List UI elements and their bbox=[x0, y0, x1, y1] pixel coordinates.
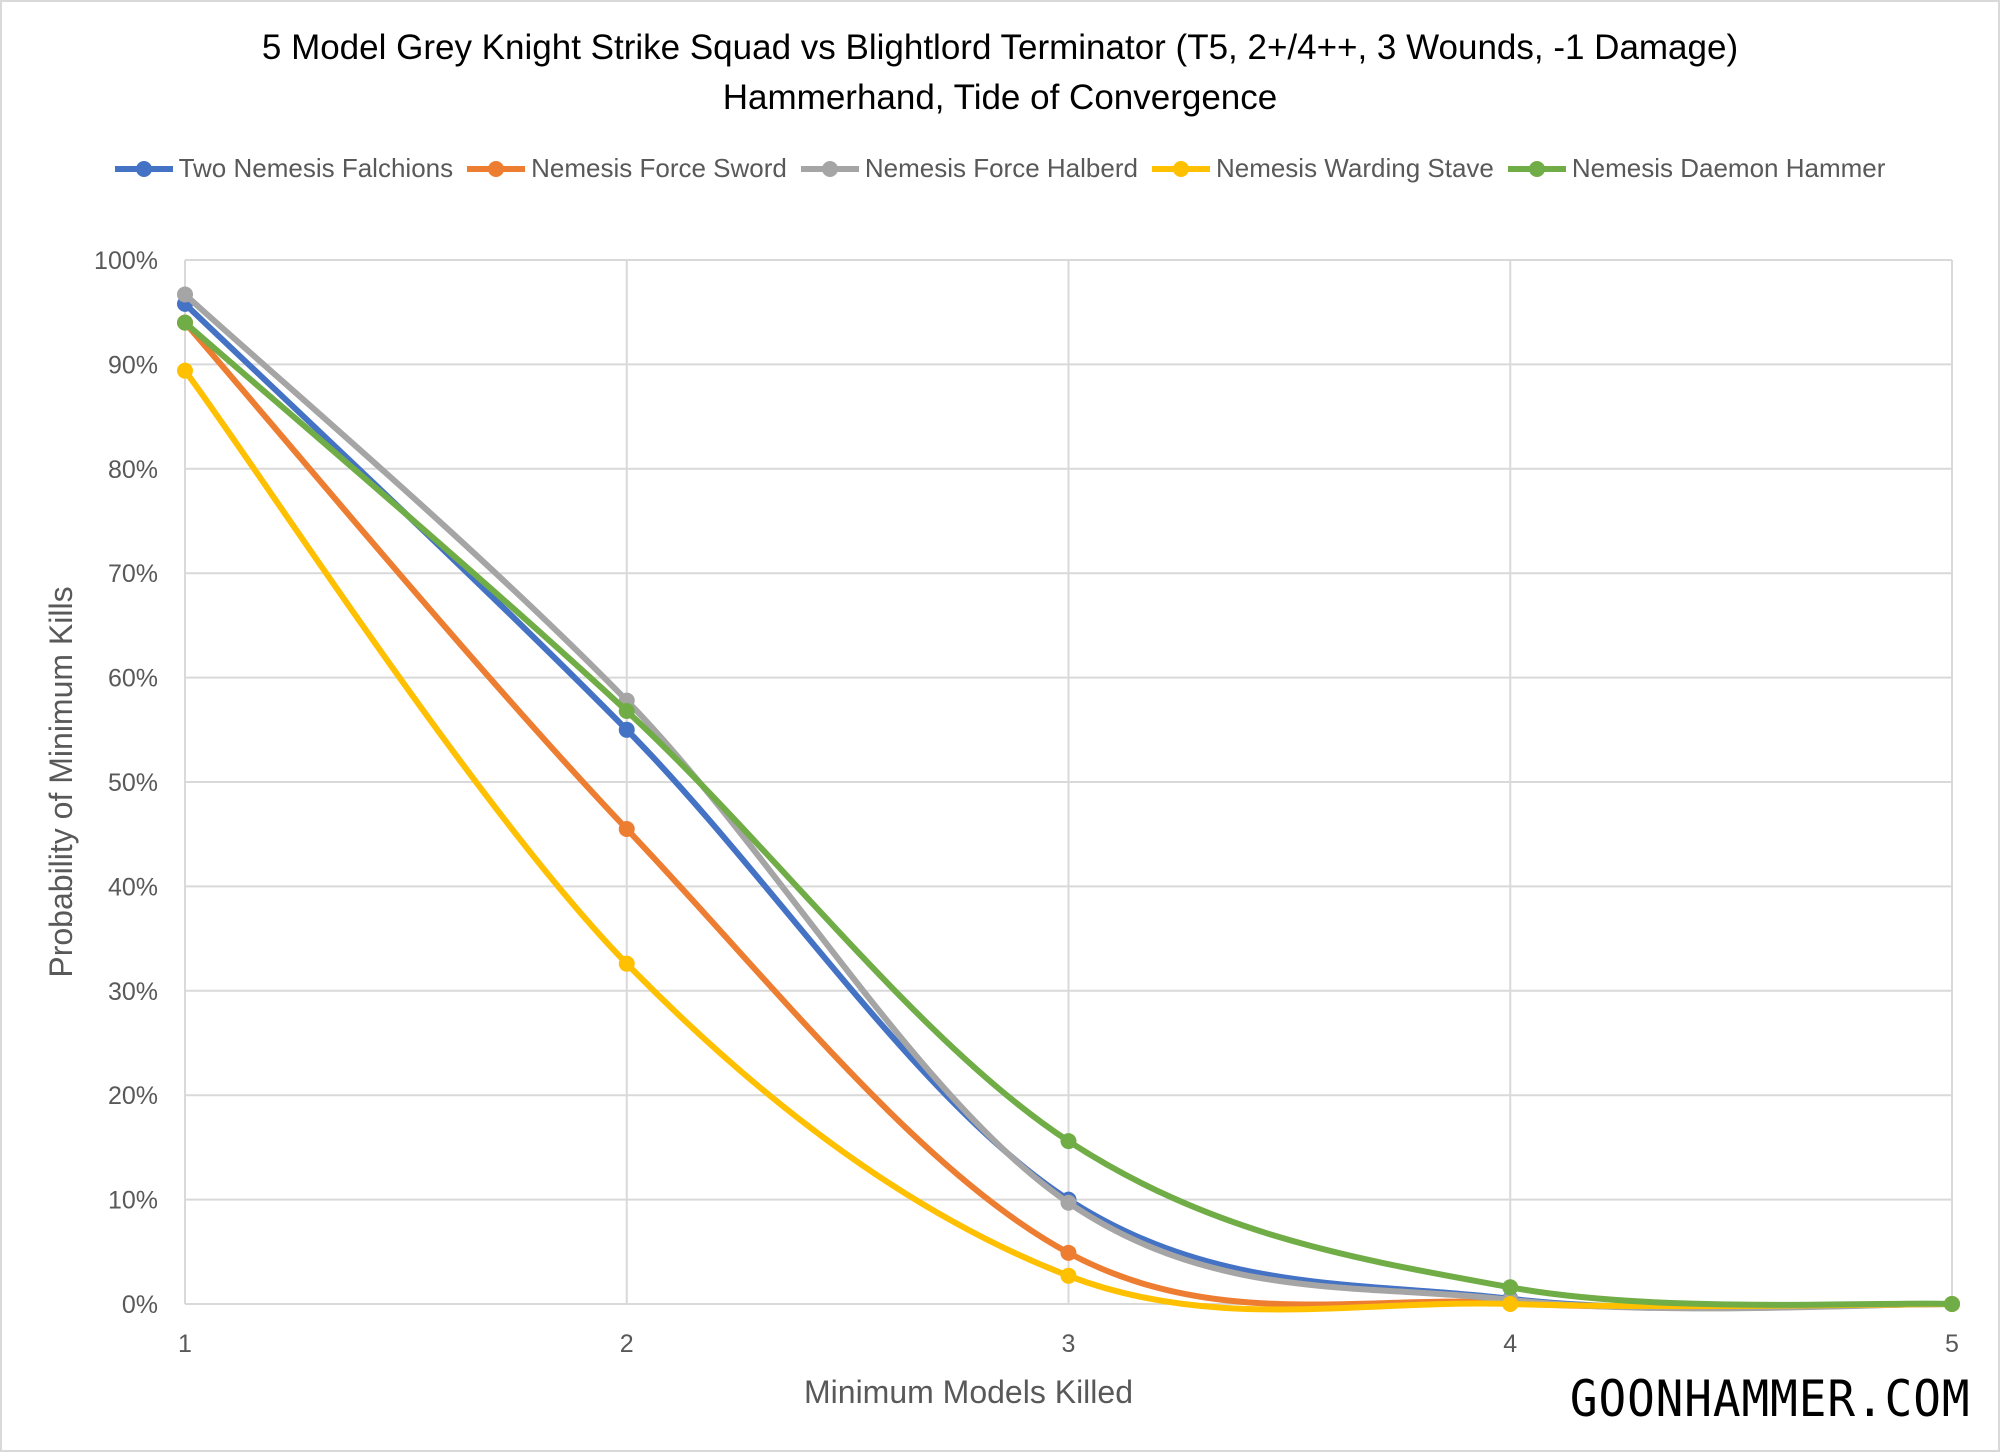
data-point bbox=[177, 314, 193, 331]
data-point bbox=[618, 955, 635, 972]
y-tick-label: 40% bbox=[108, 873, 158, 901]
y-tick-label: 90% bbox=[108, 351, 158, 379]
data-point bbox=[1502, 1296, 1519, 1312]
y-tick-label: 80% bbox=[108, 456, 158, 484]
legend-swatch bbox=[467, 160, 526, 177]
legend-swatch bbox=[1151, 160, 1210, 177]
data-point bbox=[618, 703, 635, 720]
data-point bbox=[1502, 1279, 1519, 1296]
data-point bbox=[1060, 1133, 1077, 1150]
data-point bbox=[618, 820, 635, 837]
data-point bbox=[618, 721, 635, 738]
x-tick-label: 4 bbox=[1503, 1330, 1517, 1358]
legend-item: Two Nemesis Falchions bbox=[114, 153, 454, 184]
goonhammer-logo: GOONHAMMER.COM bbox=[1569, 1370, 1970, 1428]
legend-label: Nemesis Daemon Hammer bbox=[1571, 153, 1886, 183]
legend-label: Nemesis Force Halberd bbox=[864, 153, 1138, 183]
y-tick-label: 0% bbox=[122, 1291, 158, 1319]
legend-item: Nemesis Force Halberd bbox=[800, 153, 1138, 184]
legend-item: Nemesis Warding Stave bbox=[1151, 153, 1494, 184]
data-point bbox=[177, 286, 193, 303]
y-tick-label: 100% bbox=[94, 247, 158, 275]
legend-swatch bbox=[1507, 160, 1566, 177]
y-tick-label: 60% bbox=[108, 665, 158, 693]
data-point bbox=[1944, 1296, 1960, 1312]
data-point bbox=[1060, 1244, 1077, 1261]
y-tick-label: 70% bbox=[108, 560, 158, 588]
legend-item: Nemesis Daemon Hammer bbox=[1507, 153, 1886, 184]
data-point bbox=[1060, 1267, 1077, 1284]
data-point bbox=[1060, 1194, 1077, 1211]
y-tick-label: 10% bbox=[108, 1187, 158, 1215]
x-tick-label: 5 bbox=[1945, 1330, 1959, 1358]
x-tick-label: 3 bbox=[1062, 1330, 1076, 1358]
y-tick-label: 50% bbox=[108, 769, 158, 797]
legend-swatch bbox=[800, 160, 859, 177]
x-axis-label: Minimum Models Killed bbox=[804, 1374, 1133, 1410]
legend-swatch bbox=[114, 160, 173, 177]
x-tick-label: 1 bbox=[178, 1330, 192, 1358]
data-point bbox=[177, 362, 193, 379]
y-axis-label: Probability of Minimum Kills bbox=[43, 586, 79, 977]
y-tick-label: 20% bbox=[108, 1082, 158, 1110]
series-line bbox=[182, 367, 1955, 1313]
legend-item: Nemesis Force Sword bbox=[467, 153, 787, 184]
legend: Two Nemesis Falchions Nemesis Force Sword… bbox=[0, 153, 2000, 184]
legend-label: Nemesis Warding Stave bbox=[1215, 153, 1494, 183]
series-line bbox=[182, 319, 1955, 1308]
legend-label: Two Nemesis Falchions bbox=[178, 153, 454, 183]
chart-subtitle: Hammerhand, Tide of Convergence bbox=[722, 78, 1278, 117]
x-tick-label: 2 bbox=[620, 1330, 634, 1358]
chart-title: 5 Model Grey Knight Strike Squad vs Blig… bbox=[261, 28, 1739, 67]
y-tick-label: 30% bbox=[108, 978, 158, 1006]
legend-label: Nemesis Force Sword bbox=[531, 153, 787, 183]
